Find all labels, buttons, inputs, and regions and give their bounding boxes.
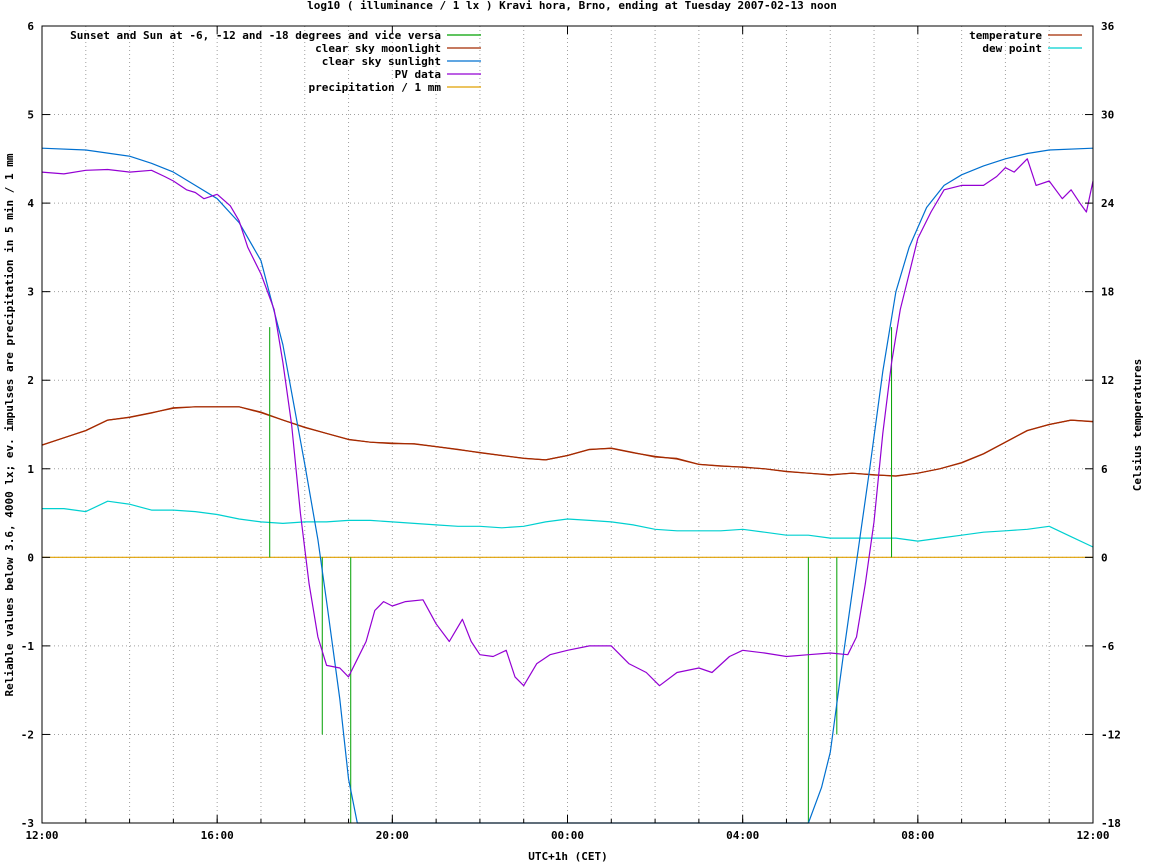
series-temperature [41, 406, 1094, 477]
legend-label: temperature [969, 29, 1042, 42]
y2-tick-label: 6 [1101, 463, 1108, 476]
legend-label: dew point [982, 42, 1042, 55]
y2-tick-label: 0 [1101, 551, 1108, 564]
y-tick-label: 4 [27, 197, 34, 210]
y-tick-label: 5 [27, 109, 34, 122]
y2-tick-label: 12 [1101, 374, 1114, 387]
x-axis-label: UTC+1h (CET) [528, 850, 607, 863]
series-clear-sky-moonlight [41, 406, 1094, 477]
series-dew-point [42, 500, 1094, 548]
series-layer [41, 147, 1094, 824]
y2-tick-label: 30 [1101, 109, 1114, 122]
y2-tick-label: 24 [1101, 197, 1115, 210]
y2-tick-label: -12 [1101, 728, 1121, 741]
x-tick-label: 20:00 [376, 829, 409, 842]
y-tick-label: 0 [27, 551, 34, 564]
legend-label: precipitation / 1 mm [309, 81, 442, 94]
y-tick-label: -1 [21, 640, 35, 653]
y-axis-label: Reliable values below 3.6, 4000 lx; ev. … [3, 153, 16, 696]
y2-axis-label: Celsius temperatures [1131, 359, 1144, 491]
legend-label: Sunset and Sun at -6, -12 and -18 degree… [70, 29, 441, 42]
x-tick-label: 12:00 [1076, 829, 1109, 842]
legend-label: clear sky moonlight [315, 42, 441, 55]
legend-label: PV data [395, 68, 441, 81]
y-tick-label: 1 [27, 463, 34, 476]
x-tick-label: 16:00 [201, 829, 234, 842]
plot-frame [41, 25, 1094, 824]
series-pv-data [41, 158, 1094, 687]
y2-tick-label: 36 [1101, 20, 1115, 33]
x-tick-label: 12:00 [25, 829, 58, 842]
y2-tick-label: -6 [1101, 640, 1115, 653]
series-clear-sky-sunlight [41, 147, 1094, 824]
chart-title: log10 ( illuminance / 1 lx ) Kravi hora,… [307, 0, 837, 12]
y-tick-label: 2 [27, 374, 34, 387]
y-tick-label: -3 [21, 817, 34, 830]
y2-tick-label: 18 [1101, 286, 1114, 299]
x-tick-label: 04:00 [726, 829, 759, 842]
axis-ticks: 12:00 16:00 20:00 00:00 04:00 08:00 12:00-3-2-… [21, 20, 1121, 842]
y2-tick-label: -18 [1101, 817, 1121, 830]
legend-label: clear sky sunlight [322, 55, 441, 68]
y-tick-label: 6 [27, 20, 34, 33]
x-tick-label: 08:00 [901, 829, 934, 842]
legend-left: Sunset and Sun at -6, -12 and -18 degree… [70, 29, 481, 94]
y-tick-label: -2 [21, 728, 34, 741]
grid-lines [42, 26, 1093, 823]
x-tick-label: 00:00 [551, 829, 584, 842]
y-tick-label: 3 [27, 286, 34, 299]
